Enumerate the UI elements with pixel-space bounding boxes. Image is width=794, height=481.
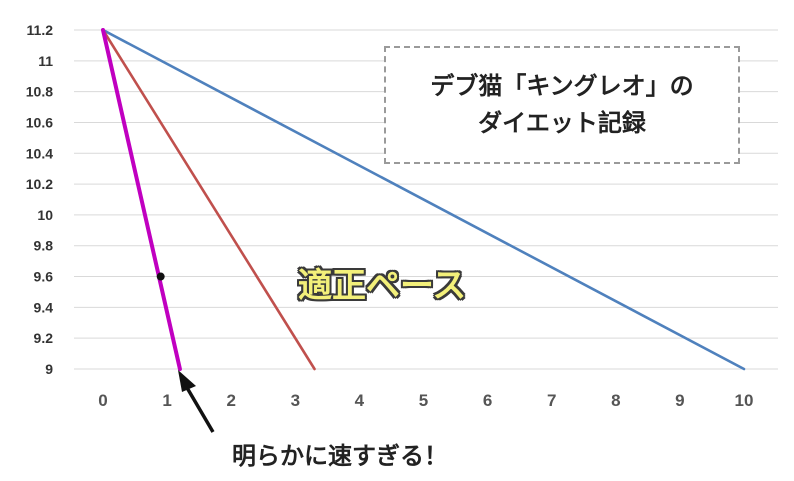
x-tick-label: 9 [675,391,684,410]
y-tick-label: 10.6 [26,114,53,130]
data-marker [156,272,165,281]
x-tick-label: 2 [226,391,235,410]
x-tick-label: 5 [419,391,428,410]
title-line-1: デブ猫「キングレオ」の [430,71,694,100]
x-tick-label: 10 [735,391,754,410]
y-tick-label: 9 [45,361,53,377]
marker-point [156,272,165,281]
title-line-2: ダイエット記録 [478,109,646,137]
too-fast-label: 明らかに速すぎる！ [232,442,448,470]
y-tick-label: 9.2 [34,330,54,346]
x-tick-label: 6 [483,391,492,410]
y-tick-label: 11.2 [27,22,54,38]
x-tick-label: 0 [98,391,107,410]
series-lines [101,28,746,371]
y-axis-ticks: 9 9.2 9.4 9.6 9.8 10 10.2 10.4 10.6 10.8 11 11.2 [26,22,53,377]
y-tick-label: 10.4 [26,145,53,161]
x-tick-label: 1 [162,391,171,410]
y-tick-label: 9.4 [34,299,54,315]
pace-label: 適正ペース [298,266,467,306]
y-tick-label: 10.8 [26,84,53,100]
pointer-arrow [178,370,215,433]
y-tick-label: 10 [37,207,53,223]
series-line-2 [101,28,316,371]
x-tick-label: 8 [611,391,620,410]
y-tick-label: 10.2 [26,176,53,192]
series-line-1 [101,28,746,371]
x-axis-ticks: 0 1 2 3 4 5 6 7 8 9 10 [98,391,753,410]
title-box: デブ猫「キングレオ」の ダイエット記録 [384,46,740,164]
y-tick-label: 11 [38,53,53,69]
x-tick-label: 7 [547,391,556,410]
x-tick-label: 3 [291,391,300,410]
x-tick-label: 4 [355,391,365,410]
y-tick-label: 9.8 [34,238,54,254]
series-line-3 [101,28,182,371]
y-tick-label: 9.6 [34,269,54,285]
